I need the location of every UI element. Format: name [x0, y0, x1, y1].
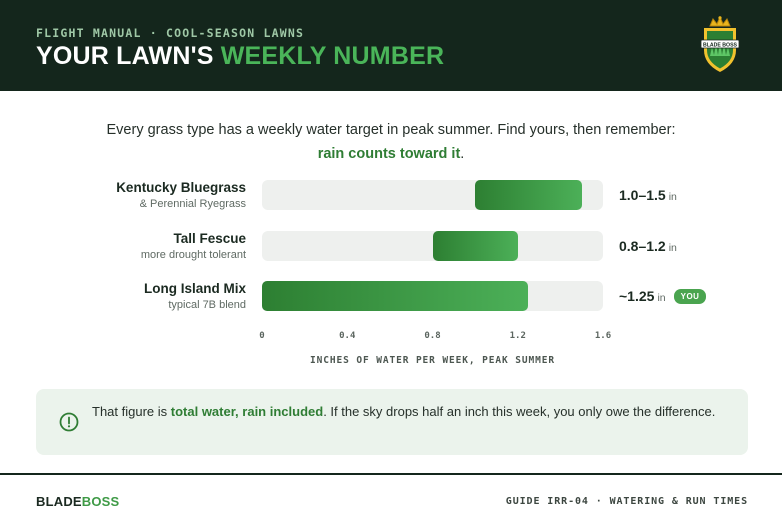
x-axis-label: INCHES OF WATER PER WEEK, PEAK SUMMER	[310, 355, 555, 366]
intro-sentence: Every grass type has a weekly water targ…	[106, 122, 676, 138]
title-main: YOUR LAWN'S	[36, 42, 221, 70]
value-range: ~1.25	[619, 288, 655, 304]
range-bar	[262, 281, 529, 311]
brand-accent: BOSS	[81, 494, 120, 509]
info-icon	[59, 412, 79, 432]
x-tick-label: 1.6	[594, 331, 612, 341]
x-tick-label: 0.8	[424, 331, 441, 341]
value-unit: in	[668, 242, 677, 254]
x-tick-label: 0.4	[339, 331, 356, 341]
callout-emphasis: total water, rain included	[170, 404, 324, 419]
value-label: 0.8–1.2 in	[619, 238, 677, 254]
bar-track	[262, 281, 603, 311]
footer-divider	[0, 473, 782, 475]
water-target-chart: Kentucky Bluegrass & Perennial Ryegrass …	[0, 170, 782, 380]
category-subtitle: more drought tolerant	[140, 249, 246, 261]
value-unit: in	[668, 191, 677, 203]
intro-end: .	[460, 146, 465, 162]
category-subtitle: & Perennial Ryegrass	[139, 198, 246, 210]
range-bar	[432, 231, 518, 261]
title-accent: WEEKLY NUMBER	[220, 42, 445, 70]
row-label-long-island-mix: Long Island Mix typical 7B blend	[60, 281, 246, 313]
range-bar	[475, 180, 582, 210]
header-eyebrow: FLIGHT MANUAL · COOL-SEASON LAWNS	[36, 26, 305, 40]
category-name: Long Island Mix	[143, 281, 246, 296]
row-label-tall-fescue: Tall Fescue more drought tolerant	[60, 231, 246, 263]
bar-track	[262, 180, 603, 210]
value-unit: in	[657, 292, 666, 304]
callout-text: That figure is total water, rain include…	[92, 401, 722, 422]
category-name: Tall Fescue	[173, 231, 246, 246]
value-range: 1.0–1.5	[619, 187, 666, 203]
category-name: Kentucky Bluegrass	[116, 180, 246, 195]
info-callout: That figure is total water, rain include…	[36, 389, 748, 455]
intro-emphasis: rain counts toward it	[317, 146, 461, 162]
bar-track	[262, 231, 603, 261]
x-tick-label: 0	[259, 331, 265, 341]
footer-brand: BLADEBOSS	[36, 494, 119, 509]
page-title: YOUR LAWN'S WEEKLY NUMBER	[36, 42, 444, 71]
x-tick-label: 1.2	[509, 331, 526, 341]
value-label: ~1.25 in YOU	[619, 288, 707, 304]
you-badge: YOU	[673, 289, 707, 304]
row-label-kentucky-bluegrass: Kentucky Bluegrass & Perennial Ryegrass	[60, 180, 246, 212]
guide-reference: GUIDE IRR-04 · WATERING & RUN TIMES	[505, 496, 748, 507]
intro-text: Every grass type has a weekly water targ…	[60, 118, 722, 166]
value-range: 0.8–1.2	[619, 238, 666, 254]
callout-text-end: . If the sky drops half an inch this wee…	[323, 404, 716, 419]
value-label: 1.0–1.5 in	[619, 187, 677, 203]
blade-boss-logo: BLADE BOSS	[700, 16, 740, 72]
logo-text: BLADE BOSS	[703, 42, 738, 48]
callout-text-start: That figure is	[92, 404, 171, 419]
brand-main: BLADE	[36, 494, 82, 509]
category-subtitle: typical 7B blend	[168, 299, 246, 311]
header-banner: FLIGHT MANUAL · COOL-SEASON LAWNS YOUR L…	[0, 0, 782, 91]
